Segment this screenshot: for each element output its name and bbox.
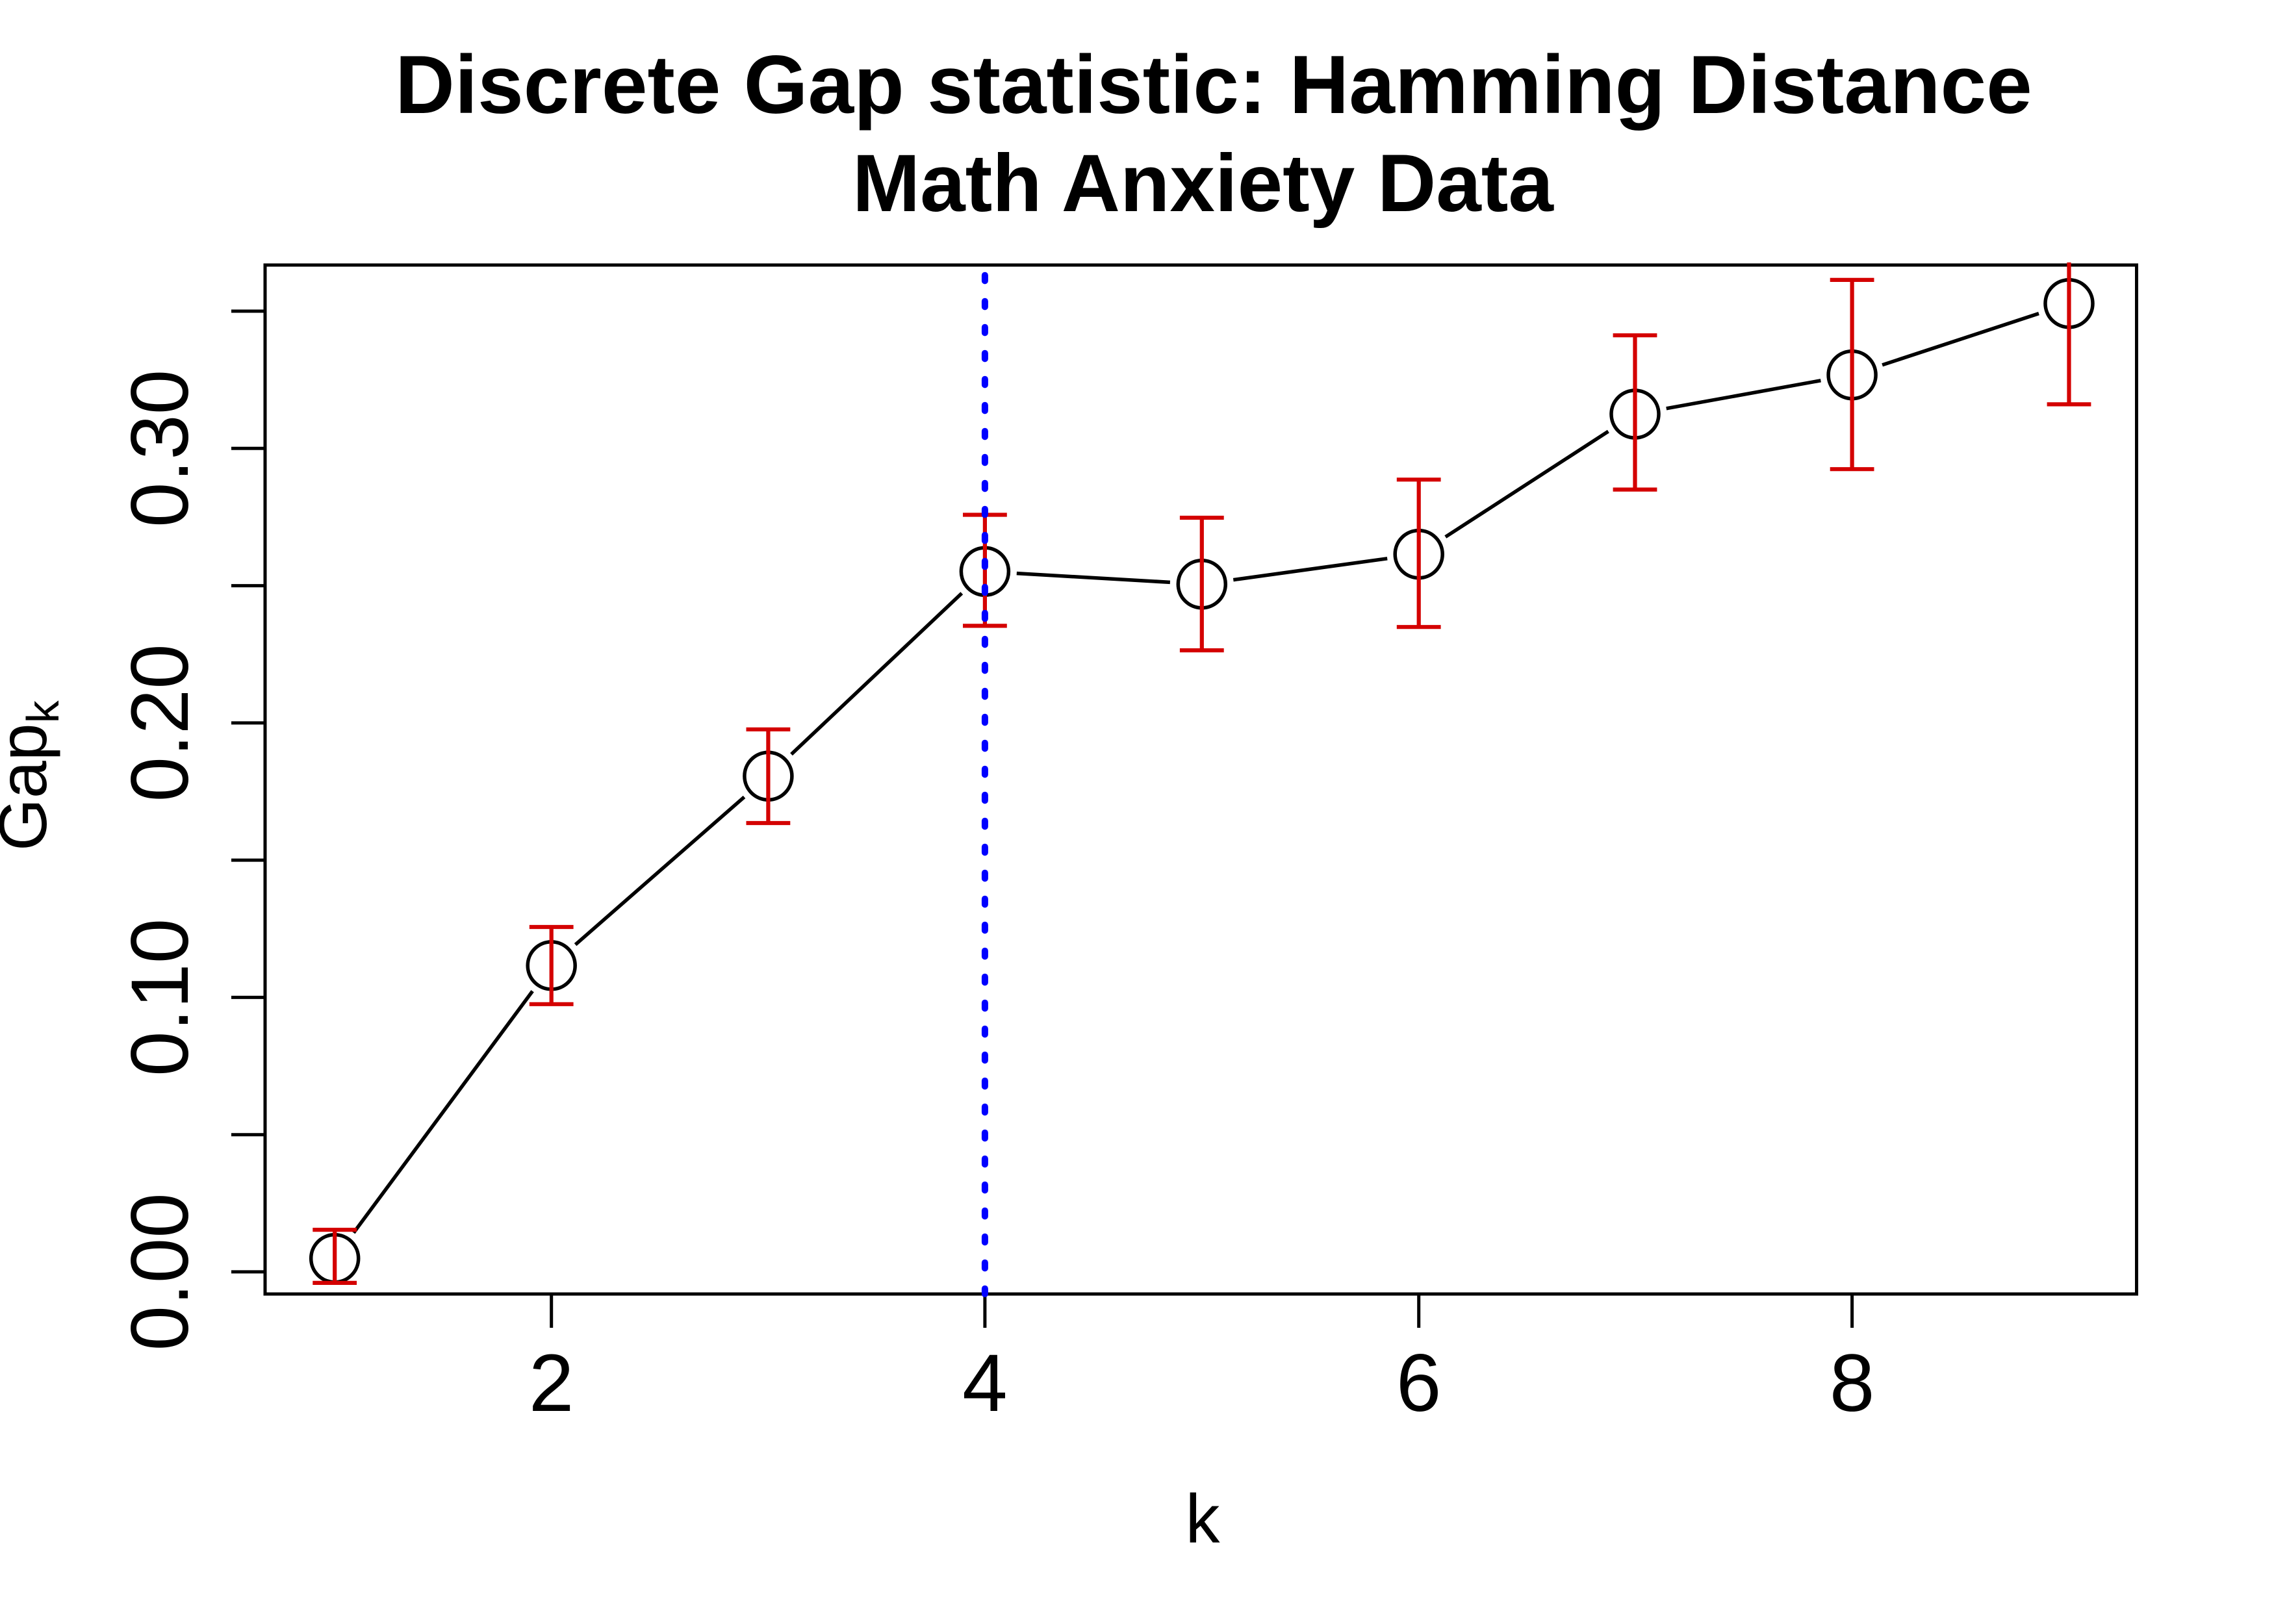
svg-text:Gapk: Gapk <box>0 700 68 851</box>
svg-text:0.20: 0.20 <box>115 644 205 802</box>
svg-text:0.10: 0.10 <box>115 919 205 1076</box>
svg-text:0.00: 0.00 <box>115 1193 205 1351</box>
svg-text:4: 4 <box>962 1338 1008 1428</box>
svg-text:8: 8 <box>1830 1338 1875 1428</box>
svg-text:Math Anxiety Data: Math Anxiety Data <box>852 138 1554 229</box>
svg-text:6: 6 <box>1396 1338 1442 1428</box>
svg-text:0.30: 0.30 <box>115 370 205 527</box>
svg-text:Discrete Gap statistic: Hammin: Discrete Gap statistic: Hamming Distance <box>395 38 2032 131</box>
svg-text:2: 2 <box>529 1338 574 1428</box>
svg-text:k: k <box>1186 1480 1221 1557</box>
